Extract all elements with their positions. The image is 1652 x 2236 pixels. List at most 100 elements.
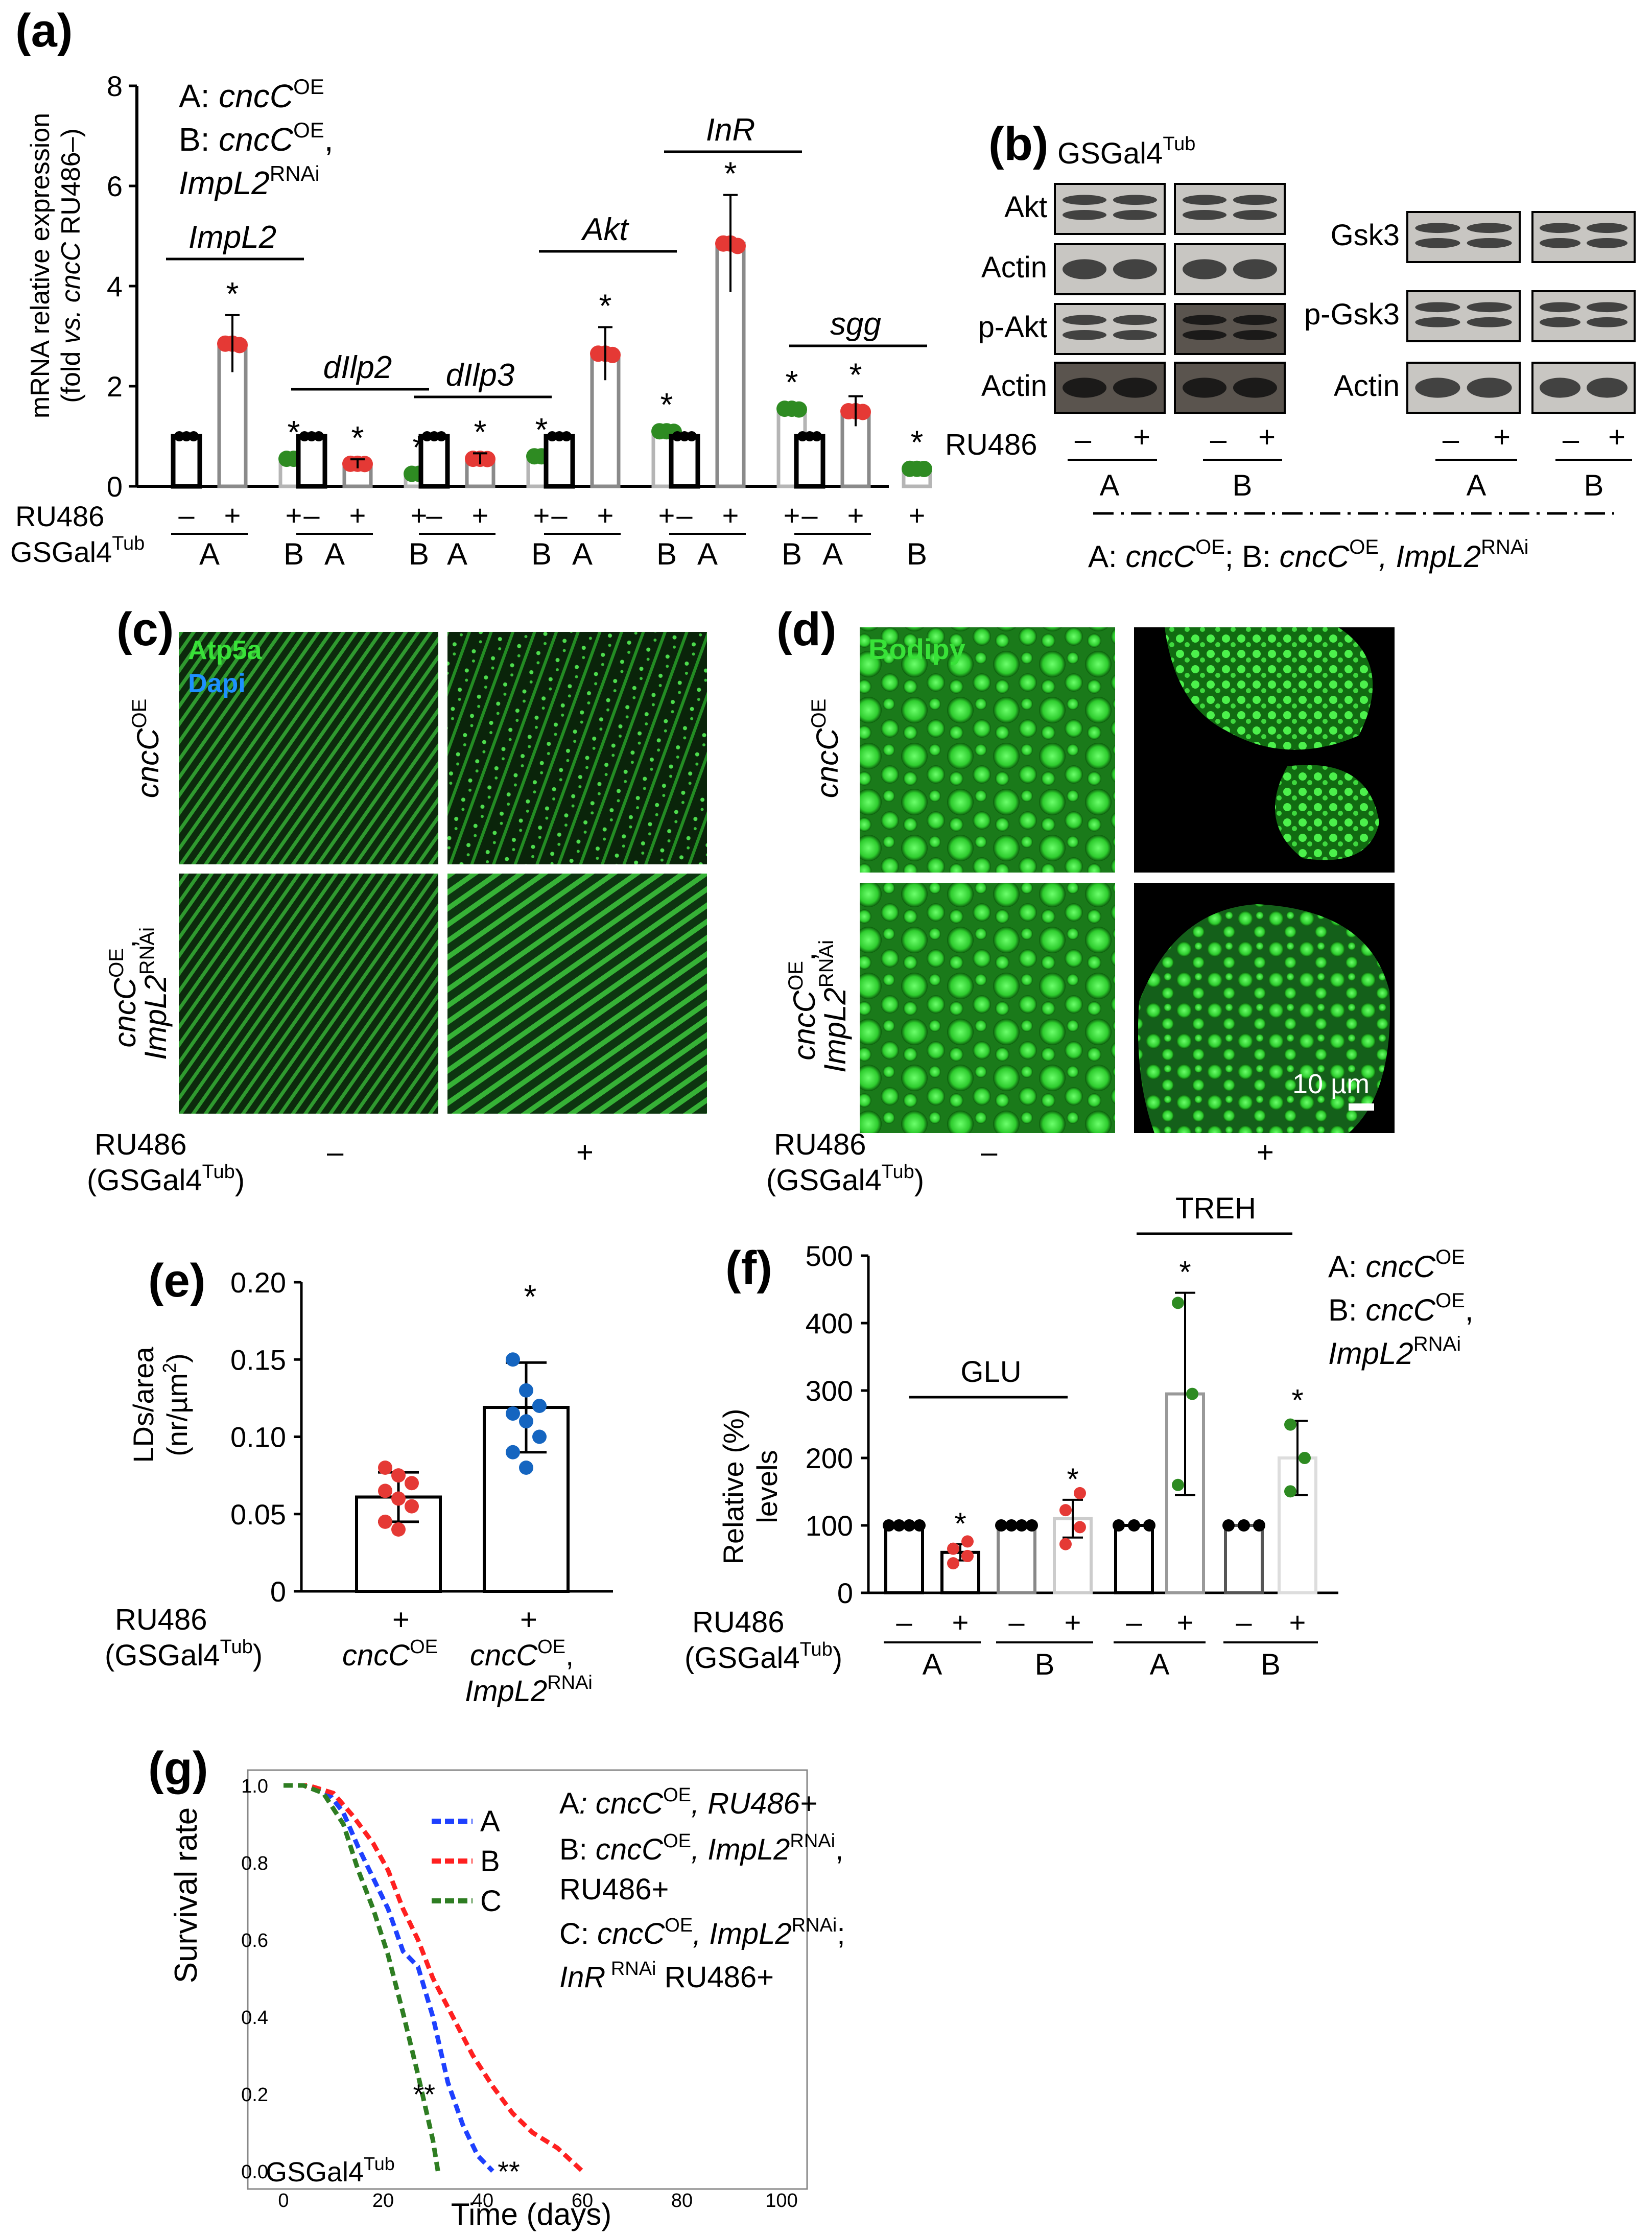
panel-c-gsgal: (GSGal4Tub) bbox=[87, 1161, 245, 1197]
panel-c-image-impl2-minus bbox=[179, 874, 438, 1114]
panel-c-minus: – bbox=[327, 1136, 344, 1169]
panel-a-ylabel-line1: mRNA relative expression bbox=[26, 113, 55, 418]
panel-f-point bbox=[1113, 1519, 1125, 1532]
panel-g-series-B bbox=[284, 1783, 584, 2173]
panel-f-ytick-label: 100 bbox=[806, 1510, 853, 1542]
panel-a-point bbox=[436, 431, 446, 441]
panel-f-ru-plus: + bbox=[1177, 1606, 1194, 1638]
panel-a-ru-plus: + bbox=[286, 499, 302, 531]
panel-a-point bbox=[547, 431, 557, 441]
panel-f-point bbox=[947, 1542, 959, 1555]
blot-band bbox=[1233, 259, 1277, 279]
blot-band bbox=[1467, 223, 1512, 233]
panel-d-plus: + bbox=[1257, 1136, 1274, 1169]
panel-a-point bbox=[855, 404, 871, 420]
panel-b-row-label: p-Akt bbox=[978, 311, 1047, 344]
panel-e-ylabel-2: (nr/µm2) bbox=[159, 1353, 193, 1456]
blot-band bbox=[1587, 302, 1627, 313]
panel-e-ytick-label: 0 bbox=[270, 1575, 286, 1608]
panel-f-point bbox=[1299, 1452, 1311, 1464]
blot-band bbox=[1540, 378, 1580, 398]
panel-c-image-cncc-plus bbox=[447, 632, 707, 864]
blot-band bbox=[1183, 259, 1227, 279]
panel-a-point bbox=[429, 431, 439, 441]
blot-band bbox=[1467, 378, 1512, 398]
panel-a-ru486-label: RU486 bbox=[15, 500, 104, 532]
panel-d-image-impl2-minus bbox=[860, 883, 1115, 1133]
panel-c-image-impl2-plus bbox=[447, 874, 707, 1114]
panel-a-group-b: B bbox=[656, 537, 677, 571]
panel-g-ytick-label: 0.6 bbox=[241, 1930, 268, 1951]
panel-b-ru-minus: – bbox=[1563, 423, 1579, 456]
panel-d-row2-label-2: ImpL2RNAi bbox=[815, 940, 852, 1073]
panel-a-sig-star: * bbox=[226, 275, 239, 312]
blot-band bbox=[1113, 209, 1157, 220]
panel-e-ytick-label: 0.15 bbox=[230, 1344, 286, 1376]
panel-f-point bbox=[883, 1519, 895, 1532]
panel-a-point bbox=[812, 431, 822, 441]
blot-band bbox=[1415, 238, 1460, 248]
blot-band bbox=[1540, 317, 1580, 327]
panel-f-group-label: B bbox=[1035, 1648, 1055, 1681]
blot-band bbox=[1587, 238, 1627, 248]
blot-band bbox=[1233, 315, 1277, 325]
western-blot-strip bbox=[1531, 290, 1636, 342]
panel-g-series-A bbox=[284, 1783, 494, 2173]
panel-f-ytick-label: 200 bbox=[806, 1442, 853, 1474]
panel-c-ru486: RU486 bbox=[95, 1128, 187, 1161]
panel-a-point bbox=[299, 431, 310, 441]
panel-a-point bbox=[805, 431, 815, 441]
panel-b-blots: GSGal4Tub Akt Actin p-Akt Actin Gsk3 p-Gsk3 A… bbox=[945, 133, 1636, 574]
panel-b-row-label: Actin bbox=[1334, 369, 1400, 403]
panel-a-group-a: A bbox=[697, 537, 718, 571]
panel-e-ru486: RU486 bbox=[115, 1603, 207, 1636]
panel-b-ru486: RU486 bbox=[945, 428, 1037, 461]
panel-f-ru486: RU486 bbox=[692, 1606, 785, 1639]
panel-f-sig-star: * bbox=[954, 1507, 966, 1541]
panel-c-stain-atp5a: Atp5a bbox=[188, 636, 263, 665]
panel-f-sig-star: * bbox=[1067, 1462, 1078, 1496]
panel-f-legend-b2: ImpL2RNAi bbox=[1328, 1333, 1461, 1371]
panel-a-ytick-label: 2 bbox=[107, 370, 123, 403]
blot-band bbox=[1113, 195, 1157, 205]
panel-f-point bbox=[961, 1535, 974, 1548]
western-blot-strip bbox=[1406, 290, 1521, 342]
blot-band bbox=[1467, 302, 1512, 313]
panel-g-desc-b1: B: cncCOE, ImpL2RNAi, bbox=[559, 1830, 843, 1866]
panel-c-plus: + bbox=[576, 1136, 594, 1169]
panel-f-treh-label: TREH bbox=[1175, 1192, 1256, 1225]
panel-g-xtick-label: 80 bbox=[671, 2190, 693, 2211]
panel-f-chart: Relative (%) levels 0 100 200 300 400 500 * * * *… bbox=[685, 1192, 1474, 1681]
panel-f-point bbox=[1253, 1519, 1265, 1532]
panel-e-point bbox=[532, 1429, 547, 1444]
panel-a-gene-label: InR bbox=[706, 112, 755, 148]
panel-e-ylabel-1: LDs/area bbox=[127, 1347, 159, 1463]
panel-f-bar bbox=[884, 1524, 924, 1594]
panel-a-point bbox=[554, 431, 564, 441]
panel-f-point bbox=[995, 1519, 1007, 1532]
panel-a-group-b: B bbox=[409, 537, 429, 571]
panel-g-ytick-label: 0.2 bbox=[241, 2084, 268, 2106]
panel-a-legend-a: A: cncCOE bbox=[179, 75, 324, 114]
panel-e-ytick-label: 0.05 bbox=[230, 1498, 286, 1531]
panel-f-point bbox=[947, 1557, 959, 1570]
western-blot-strip bbox=[1054, 303, 1166, 355]
panel-a-point bbox=[797, 431, 808, 441]
panel-f-ru-minus: – bbox=[1236, 1606, 1252, 1638]
blot-band bbox=[1183, 329, 1227, 340]
panel-a-point bbox=[672, 431, 682, 441]
panel-e-sig-star: * bbox=[524, 1278, 537, 1315]
panel-a-legend-b: B: cncCOE, bbox=[179, 118, 334, 158]
panel-f-ytick-label: 300 bbox=[806, 1375, 853, 1407]
blot-band bbox=[1183, 378, 1227, 398]
panel-g-ytick-label: 1.0 bbox=[241, 1776, 268, 1797]
panel-a-gsgal-label: GSGal4Tub bbox=[10, 533, 145, 568]
panel-g-desc-c1: C: cncCOE, ImpL2RNAi; bbox=[559, 1915, 845, 1950]
panel-a-ru-plus: + bbox=[658, 499, 675, 531]
blot-band bbox=[1183, 195, 1227, 205]
panel-label-e: (e) bbox=[148, 1255, 206, 1307]
panel-f-point bbox=[1005, 1519, 1018, 1532]
panel-a-sig-star: * bbox=[351, 419, 364, 456]
panel-f-group-label: A bbox=[923, 1648, 942, 1681]
panel-a-ru-minus: – bbox=[426, 499, 442, 531]
